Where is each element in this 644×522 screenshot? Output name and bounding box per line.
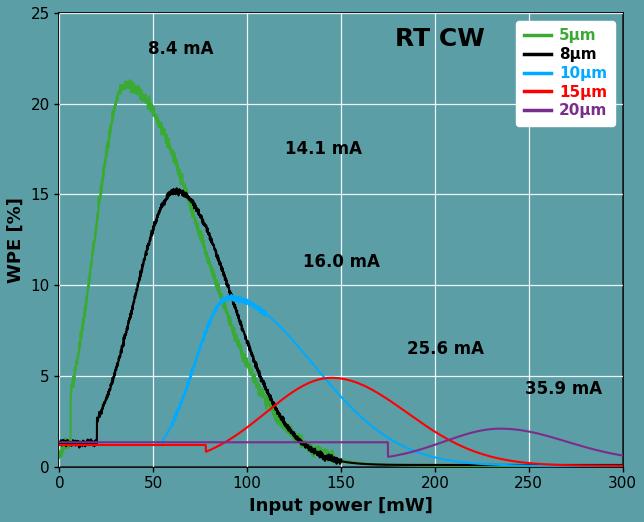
Y-axis label: WPE [%]: WPE [%] bbox=[7, 197, 25, 283]
Text: 14.1 mA: 14.1 mA bbox=[285, 140, 362, 158]
Text: RT CW: RT CW bbox=[395, 27, 484, 51]
Text: 16.0 mA: 16.0 mA bbox=[303, 253, 381, 271]
Legend: 5μm, 8μm, 10μm, 15μm, 20μm: 5μm, 8μm, 10μm, 15μm, 20μm bbox=[516, 20, 615, 126]
Text: 25.6 mA: 25.6 mA bbox=[407, 340, 484, 358]
X-axis label: Input power [mW]: Input power [mW] bbox=[249, 497, 433, 515]
Text: 8.4 mA: 8.4 mA bbox=[147, 40, 213, 58]
Text: 35.9 mA: 35.9 mA bbox=[525, 380, 602, 398]
